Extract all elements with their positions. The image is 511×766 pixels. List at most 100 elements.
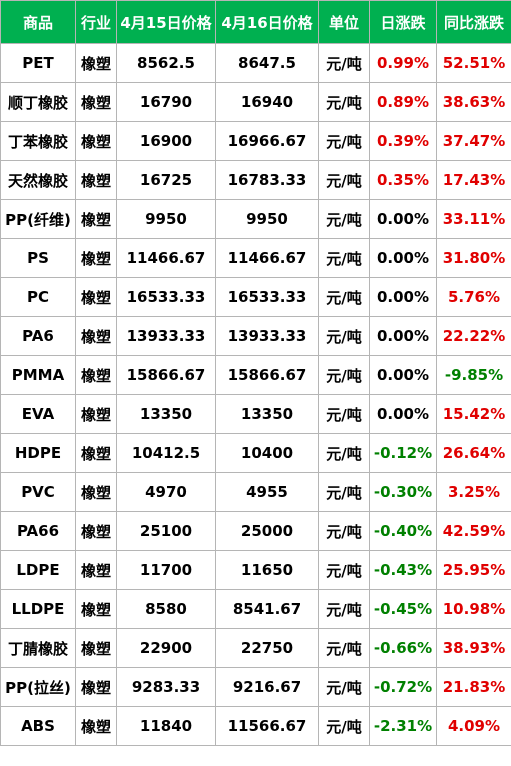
cell-price-apr15: 25100 xyxy=(116,511,216,551)
cell-yoy-change: 42.59% xyxy=(436,511,511,551)
table-row: EVA 橡塑 13350 13350 元/吨 0.00% 15.42% xyxy=(0,394,511,434)
cell-daily-change: 0.99% xyxy=(369,43,437,83)
cell-industry: 橡塑 xyxy=(75,43,117,83)
cell-yoy-change: 21.83% xyxy=(436,667,511,707)
cell-price-apr15: 11840 xyxy=(116,706,216,746)
cell-daily-change: 0.00% xyxy=(369,355,437,395)
cell-price-apr16: 16940 xyxy=(215,82,319,122)
cell-daily-change: 0.89% xyxy=(369,82,437,122)
cell-industry: 橡塑 xyxy=(75,160,117,200)
cell-industry: 橡塑 xyxy=(75,667,117,707)
table-row: 丁苯橡胶 橡塑 16900 16966.67 元/吨 0.39% 37.47% xyxy=(0,121,511,161)
cell-price-apr16: 25000 xyxy=(215,511,319,551)
cell-unit: 元/吨 xyxy=(318,277,370,317)
cell-yoy-change: 10.98% xyxy=(436,589,511,629)
table-body: PET 橡塑 8562.5 8647.5 元/吨 0.99% 52.51% 顺丁橡胶 橡塑 167… xyxy=(0,43,511,746)
cell-industry: 橡塑 xyxy=(75,589,117,629)
table-row: PA66 橡塑 25100 25000 元/吨 -0.40% 42.59% xyxy=(0,511,511,551)
cell-daily-change: 0.00% xyxy=(369,199,437,239)
cell-product: ABS xyxy=(0,706,76,746)
cell-product: PS xyxy=(0,238,76,278)
cell-yoy-change: 31.80% xyxy=(436,238,511,278)
cell-price-apr16: 15866.67 xyxy=(215,355,319,395)
cell-price-apr16: 11650 xyxy=(215,550,319,590)
cell-yoy-change: 38.93% xyxy=(436,628,511,668)
cell-industry: 橡塑 xyxy=(75,472,117,512)
table-row: PP(拉丝) 橡塑 9283.33 9216.67 元/吨 -0.72% 21.83% xyxy=(0,667,511,707)
cell-yoy-change: 25.95% xyxy=(436,550,511,590)
header-price-apr16: 4月16日价格 xyxy=(215,0,319,44)
cell-price-apr15: 16725 xyxy=(116,160,216,200)
cell-industry: 橡塑 xyxy=(75,550,117,590)
cell-daily-change: 0.00% xyxy=(369,316,437,356)
cell-product: PVC xyxy=(0,472,76,512)
cell-daily-change: 0.00% xyxy=(369,238,437,278)
cell-unit: 元/吨 xyxy=(318,43,370,83)
cell-price-apr16: 16966.67 xyxy=(215,121,319,161)
header-price-apr15: 4月15日价格 xyxy=(116,0,216,44)
table-row: PMMA 橡塑 15866.67 15866.67 元/吨 0.00% -9.85% xyxy=(0,355,511,395)
cell-price-apr16: 9950 xyxy=(215,199,319,239)
cell-unit: 元/吨 xyxy=(318,511,370,551)
cell-daily-change: 0.35% xyxy=(369,160,437,200)
cell-unit: 元/吨 xyxy=(318,472,370,512)
cell-price-apr16: 11466.67 xyxy=(215,238,319,278)
table-row: 丁腈橡胶 橡塑 22900 22750 元/吨 -0.66% 38.93% xyxy=(0,628,511,668)
cell-product: EVA xyxy=(0,394,76,434)
cell-product: PA6 xyxy=(0,316,76,356)
cell-price-apr15: 11700 xyxy=(116,550,216,590)
cell-unit: 元/吨 xyxy=(318,550,370,590)
cell-price-apr15: 10412.5 xyxy=(116,433,216,473)
cell-price-apr15: 22900 xyxy=(116,628,216,668)
cell-price-apr15: 8580 xyxy=(116,589,216,629)
cell-daily-change: -0.40% xyxy=(369,511,437,551)
cell-product: LDPE xyxy=(0,550,76,590)
cell-price-apr16: 16533.33 xyxy=(215,277,319,317)
cell-unit: 元/吨 xyxy=(318,238,370,278)
table-row: PC 橡塑 16533.33 16533.33 元/吨 0.00% 5.76% xyxy=(0,277,511,317)
header-unit: 单位 xyxy=(318,0,370,44)
cell-price-apr15: 4970 xyxy=(116,472,216,512)
cell-price-apr15: 9283.33 xyxy=(116,667,216,707)
table-row: 天然橡胶 橡塑 16725 16783.33 元/吨 0.35% 17.43% xyxy=(0,160,511,200)
cell-product: PET xyxy=(0,43,76,83)
cell-unit: 元/吨 xyxy=(318,394,370,434)
cell-unit: 元/吨 xyxy=(318,589,370,629)
cell-price-apr16: 13350 xyxy=(215,394,319,434)
cell-yoy-change: 37.47% xyxy=(436,121,511,161)
cell-product: 顺丁橡胶 xyxy=(0,82,76,122)
table-row: LDPE 橡塑 11700 11650 元/吨 -0.43% 25.95% xyxy=(0,550,511,590)
cell-price-apr15: 11466.67 xyxy=(116,238,216,278)
cell-yoy-change: 38.63% xyxy=(436,82,511,122)
cell-price-apr15: 16900 xyxy=(116,121,216,161)
cell-industry: 橡塑 xyxy=(75,433,117,473)
table-row: PP(纤维) 橡塑 9950 9950 元/吨 0.00% 33.11% xyxy=(0,199,511,239)
cell-yoy-change: 22.22% xyxy=(436,316,511,356)
cell-industry: 橡塑 xyxy=(75,238,117,278)
cell-price-apr16: 13933.33 xyxy=(215,316,319,356)
cell-unit: 元/吨 xyxy=(318,199,370,239)
cell-yoy-change: -9.85% xyxy=(436,355,511,395)
table-row: ABS 橡塑 11840 11566.67 元/吨 -2.31% 4.09% xyxy=(0,706,511,746)
cell-daily-change: -0.45% xyxy=(369,589,437,629)
cell-yoy-change: 52.51% xyxy=(436,43,511,83)
cell-industry: 橡塑 xyxy=(75,628,117,668)
table-row: LLDPE 橡塑 8580 8541.67 元/吨 -0.45% 10.98% xyxy=(0,589,511,629)
header-yoy-change: 同比涨跌 xyxy=(436,0,511,44)
cell-daily-change: -0.30% xyxy=(369,472,437,512)
cell-daily-change: 0.00% xyxy=(369,277,437,317)
cell-product: PP(拉丝) xyxy=(0,667,76,707)
cell-industry: 橡塑 xyxy=(75,277,117,317)
cell-price-apr16: 9216.67 xyxy=(215,667,319,707)
table-row: PA6 橡塑 13933.33 13933.33 元/吨 0.00% 22.22% xyxy=(0,316,511,356)
table-header: 商品 行业 4月15日价格 4月16日价格 单位 日涨跌 同比涨跌 xyxy=(0,0,511,44)
cell-price-apr15: 13350 xyxy=(116,394,216,434)
cell-industry: 橡塑 xyxy=(75,199,117,239)
cell-product: PP(纤维) xyxy=(0,199,76,239)
cell-price-apr16: 8541.67 xyxy=(215,589,319,629)
cell-product: PC xyxy=(0,277,76,317)
cell-unit: 元/吨 xyxy=(318,82,370,122)
cell-price-apr15: 8562.5 xyxy=(116,43,216,83)
cell-unit: 元/吨 xyxy=(318,706,370,746)
cell-daily-change: 0.39% xyxy=(369,121,437,161)
